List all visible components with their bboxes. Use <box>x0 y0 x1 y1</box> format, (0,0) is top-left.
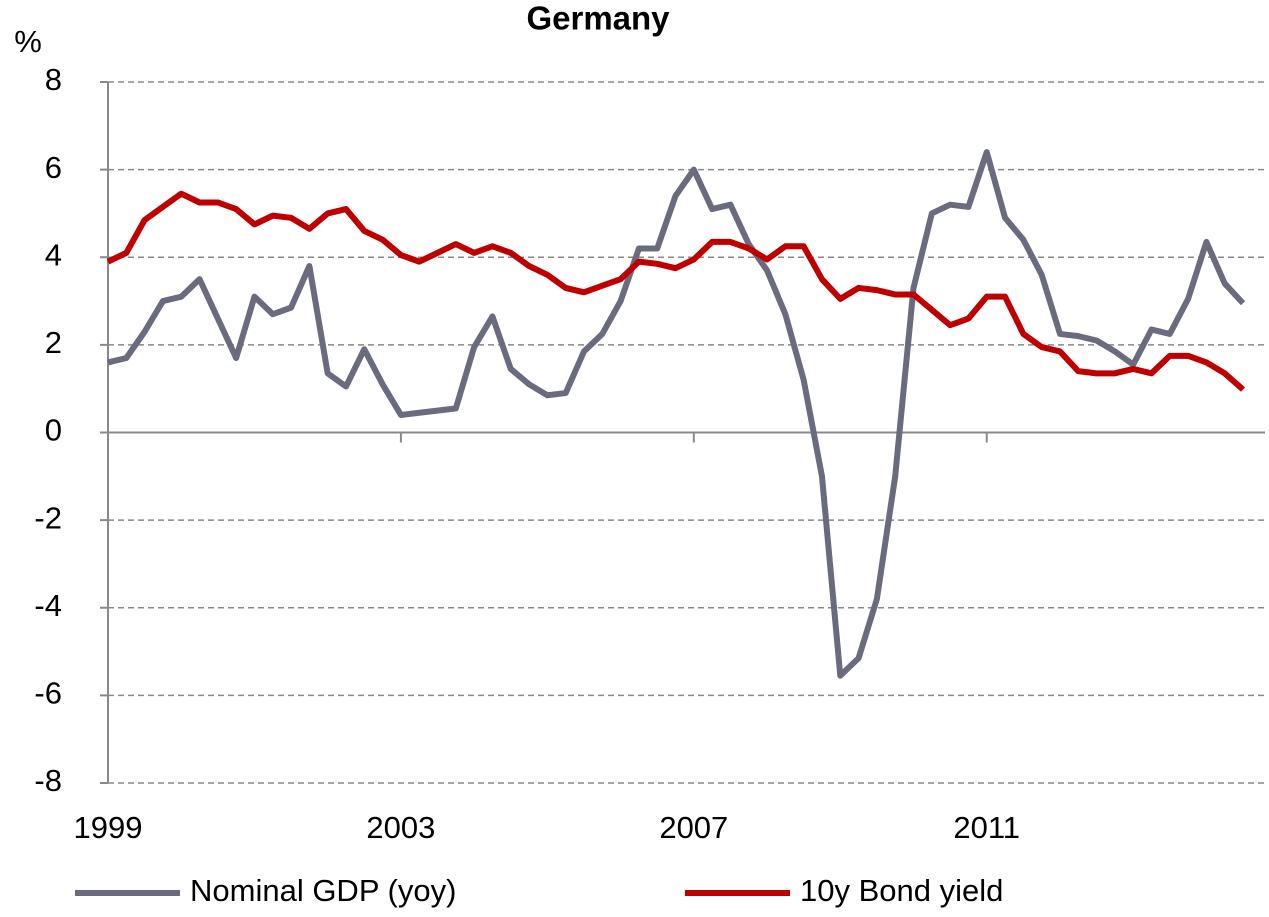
x-tick-label: 2011 <box>953 810 1020 845</box>
y-tick-label: -4 <box>34 588 62 623</box>
y-axis-label: % <box>14 24 42 59</box>
y-tick-label: -6 <box>34 676 62 711</box>
data-line <box>106 190 1246 392</box>
legend-label: 10y Bond yield <box>800 873 1003 908</box>
x-tick-label: 1999 <box>74 810 143 845</box>
y-tick-label: 0 <box>45 413 62 448</box>
legend-label: Nominal GDP (yoy) <box>190 873 456 908</box>
y-tick-label: -8 <box>34 763 62 798</box>
y-tick-label: 8 <box>45 62 62 97</box>
chart-title: Germany <box>526 0 670 37</box>
x-tick-label: 2007 <box>659 810 728 845</box>
data-line <box>107 149 1246 679</box>
y-tick-label: 2 <box>45 325 62 360</box>
y-tick-label: -2 <box>34 500 62 535</box>
x-tick-label: 2003 <box>366 810 435 845</box>
y-tick-label: 6 <box>45 150 62 185</box>
y-tick-label: 4 <box>45 237 62 272</box>
